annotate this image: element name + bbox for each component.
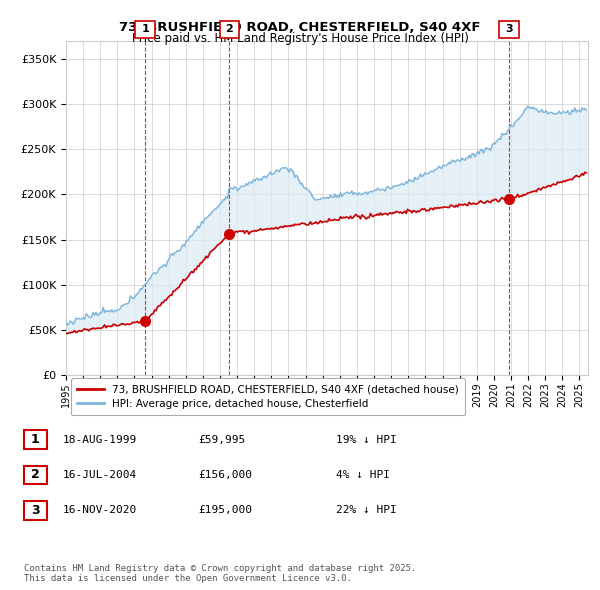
Text: 3: 3 xyxy=(31,504,40,517)
Text: Price paid vs. HM Land Registry's House Price Index (HPI): Price paid vs. HM Land Registry's House … xyxy=(131,32,469,45)
Text: 19% ↓ HPI: 19% ↓ HPI xyxy=(336,435,397,444)
Text: £156,000: £156,000 xyxy=(198,470,252,480)
Text: 2: 2 xyxy=(31,468,40,481)
Text: 1: 1 xyxy=(31,433,40,446)
Text: Contains HM Land Registry data © Crown copyright and database right 2025.
This d: Contains HM Land Registry data © Crown c… xyxy=(24,563,416,583)
Text: 3: 3 xyxy=(505,25,513,34)
Legend: 73, BRUSHFIELD ROAD, CHESTERFIELD, S40 4XF (detached house), HPI: Average price,: 73, BRUSHFIELD ROAD, CHESTERFIELD, S40 4… xyxy=(71,378,465,415)
Text: £59,995: £59,995 xyxy=(198,435,245,444)
Text: £195,000: £195,000 xyxy=(198,506,252,515)
Text: 18-AUG-1999: 18-AUG-1999 xyxy=(63,435,137,444)
Text: 4% ↓ HPI: 4% ↓ HPI xyxy=(336,470,390,480)
Text: 73, BRUSHFIELD ROAD, CHESTERFIELD, S40 4XF: 73, BRUSHFIELD ROAD, CHESTERFIELD, S40 4… xyxy=(119,21,481,34)
Text: 1: 1 xyxy=(141,25,149,34)
Text: 22% ↓ HPI: 22% ↓ HPI xyxy=(336,506,397,515)
Text: 16-JUL-2004: 16-JUL-2004 xyxy=(63,470,137,480)
Text: 16-NOV-2020: 16-NOV-2020 xyxy=(63,506,137,515)
Text: 2: 2 xyxy=(226,25,233,34)
